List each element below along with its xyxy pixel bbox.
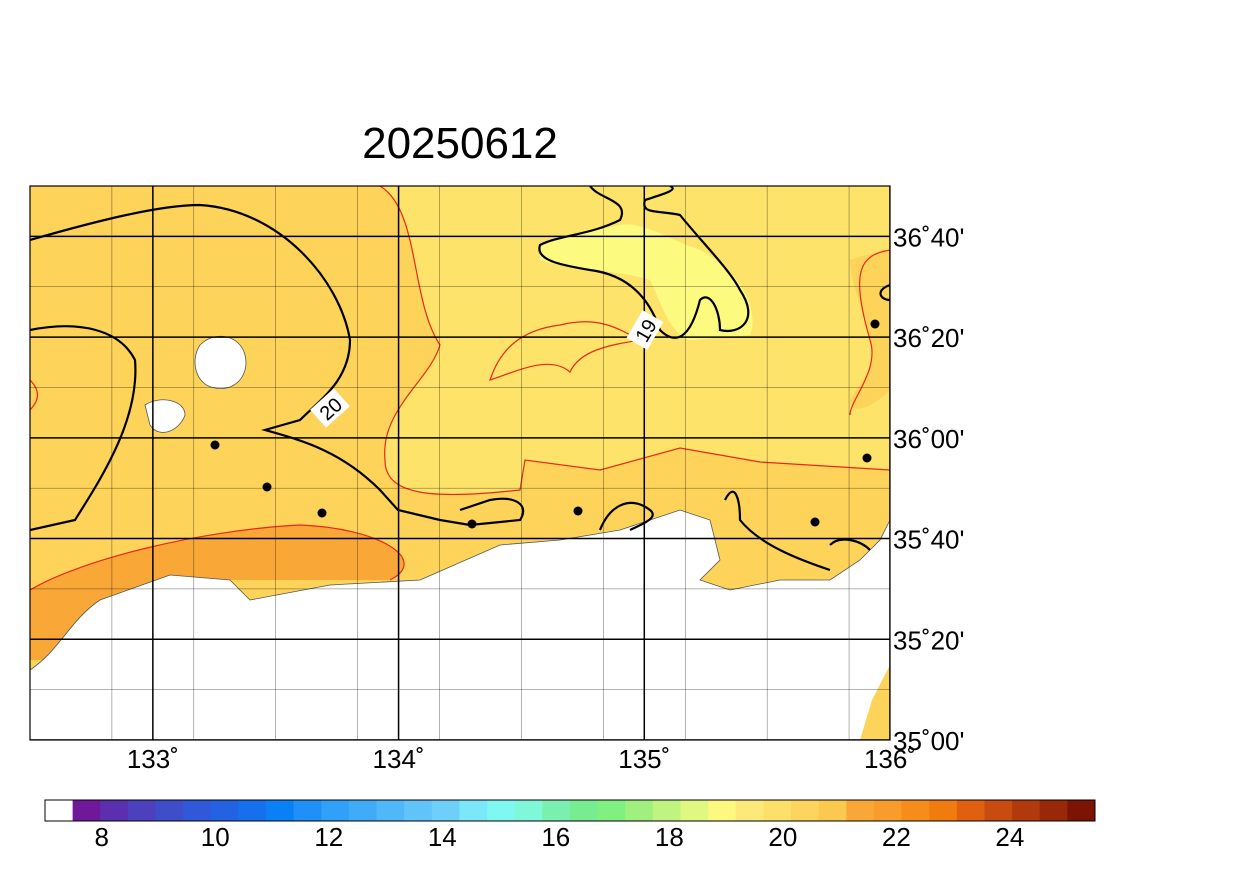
colorbar-cell (1067, 800, 1096, 821)
lat-tick-label: 35˚00' (893, 726, 964, 756)
colorbar-cell (652, 800, 682, 821)
colorbar-cell (597, 800, 626, 821)
colorbar-cell (929, 800, 958, 821)
colorbar-cell (735, 800, 764, 821)
colorbar-cell (542, 800, 571, 821)
map-title: 20250612 (362, 119, 558, 168)
colorbar-cell (100, 800, 129, 821)
lat-tick-label: 36˚00' (893, 424, 964, 454)
colorbar-cell (183, 800, 212, 821)
colorbar-label: 22 (882, 822, 911, 852)
colorbar-cell (210, 800, 239, 821)
colorbar-label: 18 (655, 822, 684, 852)
colorbar-cell (72, 800, 101, 821)
colorbar-cell (873, 800, 903, 821)
colorbar-cell (155, 800, 184, 821)
colorbar-cell (266, 800, 295, 821)
red-contours (30, 186, 890, 591)
island (194, 336, 247, 389)
colorbar-cell (680, 800, 709, 821)
colorbar-cell (431, 800, 460, 821)
colorbar-cell (818, 800, 847, 821)
colorbar-label: 10 (201, 822, 230, 852)
colorbar-cell (791, 800, 820, 821)
colorbar: 8 10 12 14 16 18 20 22 24 (44, 799, 1096, 852)
colorbar-cell (293, 800, 322, 821)
sea-21 (30, 525, 405, 660)
colorbar-label: 12 (314, 822, 343, 852)
lon-tick-label: 134˚ (373, 744, 425, 774)
colorbar-cell (1039, 800, 1068, 821)
colorbar-cell (570, 800, 599, 821)
map-area: 20 19 (30, 186, 890, 740)
colorbar-cell (1012, 800, 1041, 821)
colorbar-cell (514, 800, 543, 821)
colorbar-cell (625, 800, 654, 821)
colorbar-cell (708, 800, 737, 821)
colorbar-cell (984, 800, 1013, 821)
colorbar-cell (763, 800, 792, 821)
colorbar-label: 14 (428, 822, 457, 852)
colorbar-label: 16 (541, 822, 570, 852)
lon-tick-label: 136˚ (864, 744, 916, 774)
contour-label-group: 20 (310, 388, 350, 428)
colorbar-cell (404, 800, 433, 821)
lat-tick-label: 35˚20' (893, 625, 964, 655)
colorbar-cell (127, 800, 157, 821)
colorbar-cell (956, 800, 985, 821)
lon-tick-label: 135˚ (618, 744, 670, 774)
sea-20 (860, 665, 890, 740)
colorbar-cell (846, 800, 875, 821)
grid (30, 186, 890, 740)
colorbar-cell (45, 800, 74, 821)
colorbar-cell (487, 800, 516, 821)
land (30, 509, 890, 740)
colorbar-frame (44, 799, 1096, 822)
colorbar-label: 24 (995, 822, 1024, 852)
lat-tick-label: 35˚40' (893, 525, 964, 555)
lat-tick-label: 36˚40' (893, 222, 964, 252)
colorbar-cell (459, 800, 488, 821)
colorbar-cell (376, 800, 405, 821)
colorbar-cell (901, 800, 930, 821)
colorbar-label: 20 (768, 822, 797, 852)
sea-18 (540, 224, 753, 340)
colorbar-cell (238, 800, 267, 821)
island (144, 399, 186, 433)
stations (210, 319, 880, 529)
colorbar-label: 8 (95, 822, 109, 852)
colorbar-cell (348, 800, 378, 821)
colorbar-cell (321, 800, 350, 821)
black-contours (30, 186, 890, 572)
lon-tick-label: 133˚ (127, 744, 179, 774)
lat-tick-label: 36˚20' (893, 323, 964, 353)
map-frame (29, 185, 891, 741)
